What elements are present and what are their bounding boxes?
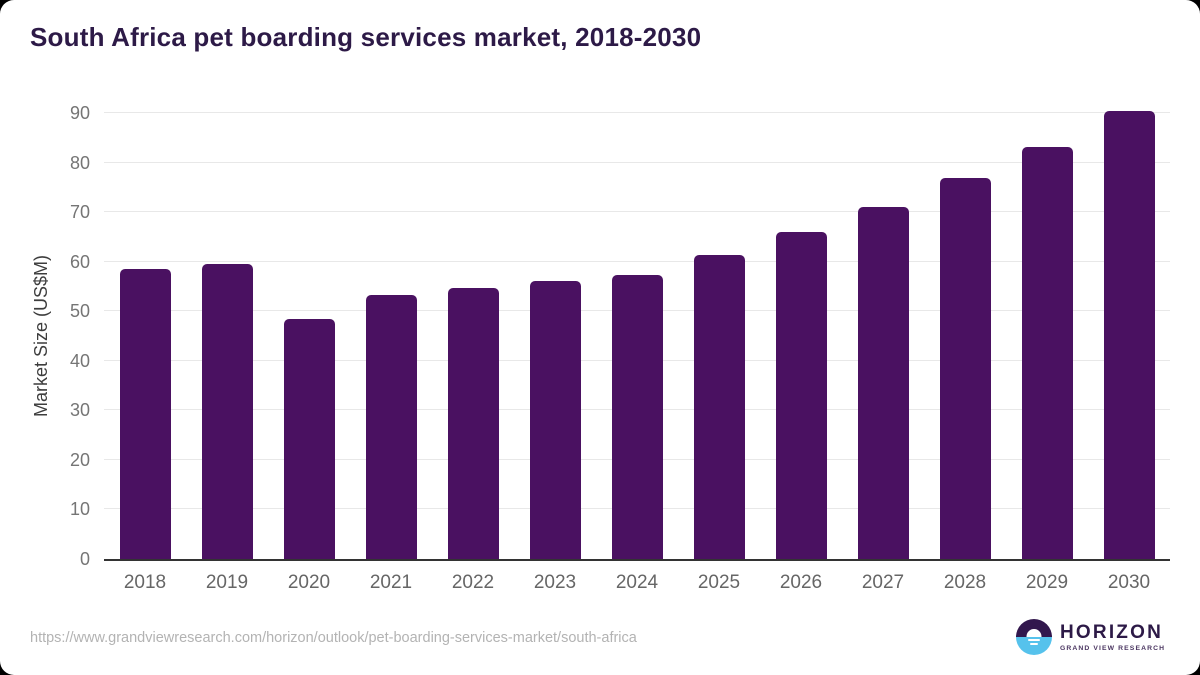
- x-tick-label-2030: 2030: [1107, 572, 1151, 593]
- y-tick-label-10: 10: [69, 499, 90, 520]
- y-tick-label-60: 60: [69, 251, 90, 272]
- gridline-70: [104, 211, 1170, 213]
- gridline-90: [104, 112, 1170, 113]
- y-tick-label-40: 40: [69, 350, 90, 371]
- y-tick-label-50: 50: [69, 301, 90, 322]
- bar-2021: [365, 295, 417, 559]
- x-tick-label-2022: 2022: [451, 572, 495, 593]
- x-tick-label-2026: 2026: [779, 572, 823, 593]
- horizon-sun-icon: [1016, 619, 1052, 655]
- bar-2024: [611, 274, 663, 559]
- x-tick-label-2023: 2023: [533, 572, 577, 593]
- x-tick-label-2021: 2021: [369, 572, 413, 593]
- logo-text: HORIZON GRAND VIEW RESEARCH: [1060, 623, 1165, 652]
- logo-subtitle: GRAND VIEW RESEARCH: [1060, 644, 1166, 652]
- x-tick-label-2019: 2019: [205, 572, 249, 593]
- x-tick-label-2025: 2025: [697, 572, 741, 593]
- bar-2019: [201, 263, 253, 559]
- plot-area: [104, 110, 1170, 561]
- y-tick-label-30: 30: [69, 400, 90, 421]
- bar-2028: [939, 177, 991, 559]
- x-tick-label-2020: 2020: [287, 572, 331, 593]
- reflection-stripe: [1028, 639, 1040, 641]
- bar-2030: [1103, 110, 1155, 559]
- sun-dome-shape: [1026, 629, 1042, 637]
- bar-2023: [529, 281, 581, 559]
- bar-2020: [283, 319, 335, 559]
- gridline-80: [104, 161, 1170, 163]
- page-title: South Africa pet boarding services marke…: [30, 22, 702, 52]
- x-tick-label-2028: 2028: [943, 572, 987, 593]
- bar-2025: [693, 254, 745, 559]
- bar-2027: [857, 207, 909, 559]
- logo-title: HORIZON: [1060, 621, 1164, 643]
- bar-2022: [447, 288, 499, 559]
- bar-2018: [119, 269, 171, 559]
- y-tick-label-80: 80: [69, 152, 90, 173]
- y-axis-title: Market Size (US$M): [31, 254, 51, 418]
- x-tick-label-2027: 2027: [861, 572, 905, 593]
- y-tick-label-90: 90: [69, 103, 90, 123]
- x-tick-label-2018: 2018: [123, 572, 167, 593]
- bar-2026: [775, 232, 827, 559]
- y-tick-label-0: 0: [79, 549, 90, 569]
- horizon-logo: HORIZON GRAND VIEW RESEARCH: [1016, 619, 1165, 655]
- y-tick-label-70: 70: [69, 202, 90, 223]
- bar-2029: [1021, 147, 1073, 559]
- gridline-60: [104, 260, 1170, 262]
- x-tick-label-2024: 2024: [615, 572, 659, 593]
- source-url: https://www.grandviewresearch.com/horizo…: [30, 630, 637, 646]
- reflection-stripe: [1030, 642, 1038, 645]
- y-tick-label-20: 20: [69, 449, 90, 470]
- x-tick-label-2029: 2029: [1025, 572, 1069, 593]
